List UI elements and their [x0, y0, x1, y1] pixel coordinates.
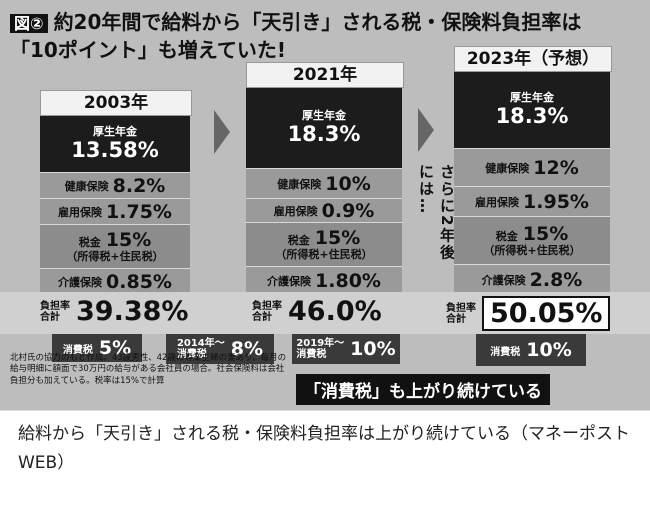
bar-segment-tax: 税金 15% （所得税+住民税）	[246, 222, 402, 266]
further-text: さらに2年後には…	[417, 164, 456, 262]
bar-segment-care: 介護保険 2.8%	[454, 264, 610, 294]
ctax-label: 消費税	[176, 349, 207, 360]
pension-value: 18.3%	[495, 103, 569, 128]
tax-sub-label: （所得税+住民税）	[483, 243, 581, 257]
bar-segment-health: 健康保険 12%	[454, 148, 610, 186]
tax-label: 税金	[78, 236, 101, 249]
bar-segment-employment: 雇用保険 1.95%	[454, 186, 610, 216]
health-value: 12%	[533, 156, 579, 179]
tax-sub-label: （所得税+住民税）	[66, 249, 164, 263]
bar-segment-tax: 税金 15% （所得税+住民税）	[454, 216, 610, 264]
ctax-label: 消費税	[490, 346, 521, 358]
arrow-right-icon	[214, 110, 230, 154]
pension-label: 厚生年金	[302, 109, 346, 123]
care-label: 介護保険	[481, 273, 526, 287]
total-caption-2: 合計	[446, 313, 466, 325]
source-note: 北村氏の協力のもと作成。43歳男性、42歳の専業主婦の妻あり、毎月の給与明細に額…	[10, 353, 287, 386]
care-label: 介護保険	[58, 275, 103, 289]
pension-value: 13.58%	[71, 137, 159, 162]
bar-segment-pension: 厚生年金 13.58%	[40, 116, 190, 172]
pension-label: 厚生年金	[93, 125, 137, 139]
bar-segment-pension: 厚生年金 18.3%	[454, 72, 610, 148]
tax-label: 税金	[287, 234, 310, 247]
pension-value: 18.3%	[287, 121, 361, 146]
employment-label: 雇用保険	[475, 195, 520, 209]
bar-segment-health: 健康保険 8.2%	[40, 172, 190, 198]
ctax-label: 消費税	[296, 349, 327, 360]
total-2021: 負担率 合計 46.0%	[252, 296, 382, 327]
bar-segment-health: 健康保険 10%	[246, 168, 402, 198]
total-caption-2: 合計	[40, 311, 60, 323]
health-label: 健康保険	[485, 161, 530, 175]
bar-segment-tax: 税金 15% （所得税+住民税）	[40, 224, 190, 268]
col-label-2003: 2003年	[40, 90, 192, 116]
total-caption-1: 負担率	[40, 300, 70, 312]
health-label: 健康保険	[277, 177, 322, 191]
total-2003: 負担率 合計 39.38%	[40, 296, 188, 327]
care-value: 2.8%	[529, 268, 583, 291]
ctax-value: 10%	[526, 339, 572, 361]
tax-label: 税金	[495, 230, 518, 243]
chart-title-line1: 図② 約20年間で給料から「天引き」される税・保険料負担率は	[10, 6, 581, 35]
care-value: 1.80%	[315, 269, 381, 292]
image-caption: 給料から「天引き」される税・保険料負担率は上がり続けている（マネーポストWEB）	[18, 424, 630, 473]
employment-label: 雇用保険	[273, 204, 318, 218]
bar-segment-pension: 厚生年金 18.3%	[246, 88, 402, 168]
consumption-tax-2023: 消費税 10%	[476, 334, 586, 366]
bar-segment-care: 介護保険 1.80%	[246, 266, 402, 294]
consumption-tax-2014: 2014年〜 消費税 8%	[166, 334, 274, 364]
title-text-1: 約20年間で給料から「天引き」される税・保険料負担率は	[53, 10, 582, 34]
total-value: 39.38%	[76, 296, 189, 327]
employment-value: 1.75%	[106, 200, 172, 223]
total-caption-2: 合計	[252, 311, 272, 323]
tax-sub-label: （所得税+住民税）	[275, 247, 373, 261]
bar-segment-employment: 雇用保険 1.75%	[40, 198, 190, 224]
ctax-value: 10%	[350, 338, 396, 360]
employment-value: 0.9%	[321, 199, 375, 222]
ctax-value: 5%	[98, 337, 132, 359]
tax-value: 15%	[314, 227, 361, 249]
col-label-2023: 2023年（予想）	[454, 46, 612, 72]
care-value: 0.85%	[106, 270, 172, 293]
divider	[0, 410, 650, 411]
consumption-tax-2019: 2019年〜 消費税 10%	[292, 334, 400, 364]
total-caption-1: 負担率	[252, 300, 282, 312]
figure-tag: 図②	[10, 14, 48, 33]
tax-value: 15%	[522, 223, 569, 245]
bar-segment-care: 介護保険 0.85%	[40, 268, 190, 294]
consumption-tax-2003: 消費税 5%	[52, 334, 142, 362]
ctax-period: 2014年〜	[176, 338, 225, 349]
total-2023: 負担率 合計 50.05%	[446, 296, 611, 331]
ctax-value: 8%	[230, 338, 264, 360]
pension-label: 厚生年金	[510, 91, 554, 105]
health-value: 8.2%	[112, 174, 166, 197]
health-value: 10%	[325, 172, 371, 195]
tax-value: 15%	[105, 229, 152, 251]
bar-segment-employment: 雇用保険 0.9%	[246, 198, 402, 222]
health-label: 健康保険	[64, 179, 109, 193]
total-caption-1: 負担率	[446, 302, 476, 314]
chart-title-line2: 「10ポイント」も増えていた!	[10, 38, 286, 62]
total-value: 50.05%	[482, 296, 611, 331]
arrow-right-icon	[418, 108, 434, 152]
employment-label: 雇用保険	[58, 205, 103, 219]
total-value: 46.0%	[288, 296, 382, 327]
ctax-label: 消費税	[62, 344, 93, 356]
col-label-2021: 2021年	[246, 62, 404, 88]
slogan-banner: 「消費税」も上がり続けている	[296, 374, 550, 405]
chart-panel: 図② 約20年間で給料から「天引き」される税・保険料負担率は 「10ポイント」も増…	[0, 0, 650, 410]
care-label: 介護保険	[267, 274, 312, 288]
employment-value: 1.95%	[523, 190, 589, 213]
ctax-period: 2019年〜	[296, 338, 345, 349]
